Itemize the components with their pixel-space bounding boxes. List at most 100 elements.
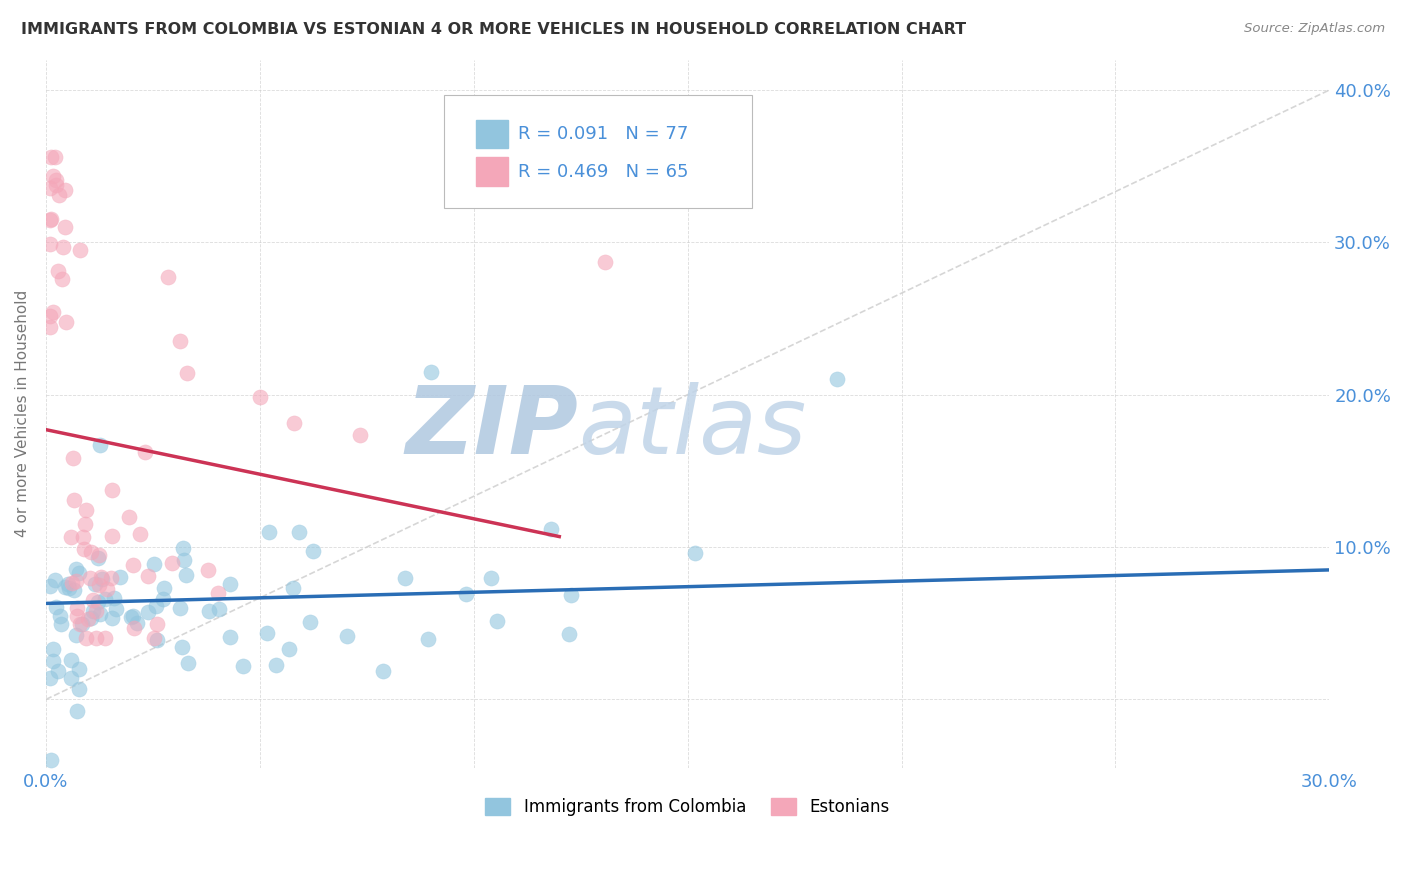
Point xyxy=(39,309,62,323)
Point xyxy=(58,576,80,591)
Point xyxy=(277,641,299,656)
Point xyxy=(84,577,107,591)
Point xyxy=(176,366,198,380)
Point xyxy=(84,604,107,618)
Point xyxy=(53,182,76,196)
Point xyxy=(288,525,311,540)
Point xyxy=(373,664,395,678)
Point xyxy=(42,654,65,668)
Point xyxy=(89,607,111,621)
Point xyxy=(90,569,112,583)
Point xyxy=(66,609,89,624)
Point xyxy=(540,522,562,536)
Point xyxy=(143,558,166,572)
Text: ZIP: ZIP xyxy=(406,382,578,474)
Point xyxy=(683,547,706,561)
Point xyxy=(89,438,111,452)
Point xyxy=(560,587,582,601)
Point xyxy=(283,581,305,595)
Point xyxy=(219,576,242,591)
Point xyxy=(86,595,108,609)
Point xyxy=(174,568,197,582)
Point xyxy=(70,616,93,631)
Point xyxy=(39,181,62,195)
Point xyxy=(558,627,581,641)
Point xyxy=(249,390,271,404)
Point xyxy=(39,236,62,251)
Point xyxy=(58,582,80,596)
Point xyxy=(416,632,439,646)
Bar xyxy=(475,157,508,186)
Point xyxy=(121,608,143,623)
Point xyxy=(145,599,167,613)
Point xyxy=(349,428,371,442)
Point xyxy=(39,320,62,334)
Point xyxy=(73,516,96,531)
Point xyxy=(485,614,508,628)
Text: R = 0.469   N = 65: R = 0.469 N = 65 xyxy=(519,162,689,180)
Point xyxy=(66,601,89,615)
Point xyxy=(96,582,118,597)
Point xyxy=(87,548,110,562)
Point xyxy=(65,704,87,718)
Point xyxy=(39,753,62,767)
Point xyxy=(42,169,65,183)
Point xyxy=(394,571,416,585)
Point xyxy=(173,553,195,567)
Point xyxy=(44,573,66,587)
Point xyxy=(152,591,174,606)
Point xyxy=(45,178,67,193)
Point xyxy=(48,187,70,202)
Point xyxy=(108,570,131,584)
Point xyxy=(59,530,82,544)
Point xyxy=(72,531,94,545)
Point xyxy=(259,525,281,540)
Point xyxy=(82,592,104,607)
Point xyxy=(207,602,229,616)
Point xyxy=(128,527,150,541)
Point xyxy=(101,483,124,498)
Point xyxy=(218,631,240,645)
Point xyxy=(39,212,62,227)
Point xyxy=(69,616,91,631)
Point xyxy=(127,616,149,631)
FancyBboxPatch shape xyxy=(444,95,752,209)
Point xyxy=(42,304,65,318)
Point xyxy=(53,219,76,234)
Point xyxy=(172,541,194,555)
Point xyxy=(39,211,62,226)
Point xyxy=(86,632,108,646)
Point xyxy=(101,611,124,625)
Point xyxy=(62,450,84,465)
Point xyxy=(60,653,83,667)
Point xyxy=(82,604,104,618)
Point xyxy=(79,545,101,559)
Point xyxy=(46,664,69,678)
Point xyxy=(45,599,67,614)
Point xyxy=(94,632,117,646)
Point xyxy=(39,579,62,593)
Point xyxy=(420,365,443,379)
Point xyxy=(60,575,83,590)
Point xyxy=(122,621,145,635)
Point xyxy=(153,582,176,596)
Point xyxy=(89,578,111,592)
Point xyxy=(55,315,77,329)
Point xyxy=(146,616,169,631)
Point xyxy=(39,149,62,163)
Point xyxy=(479,571,502,585)
Point xyxy=(65,574,87,588)
Point xyxy=(90,572,112,586)
Point xyxy=(39,671,62,685)
Legend: Immigrants from Colombia, Estonians: Immigrants from Colombia, Estonians xyxy=(485,798,890,816)
Point xyxy=(45,173,67,187)
Point xyxy=(136,568,159,582)
Point xyxy=(49,609,72,624)
Point xyxy=(593,255,616,269)
Point xyxy=(73,541,96,556)
Point xyxy=(256,626,278,640)
Point xyxy=(75,632,97,646)
Point xyxy=(169,600,191,615)
Point xyxy=(52,240,75,254)
Point xyxy=(94,592,117,607)
